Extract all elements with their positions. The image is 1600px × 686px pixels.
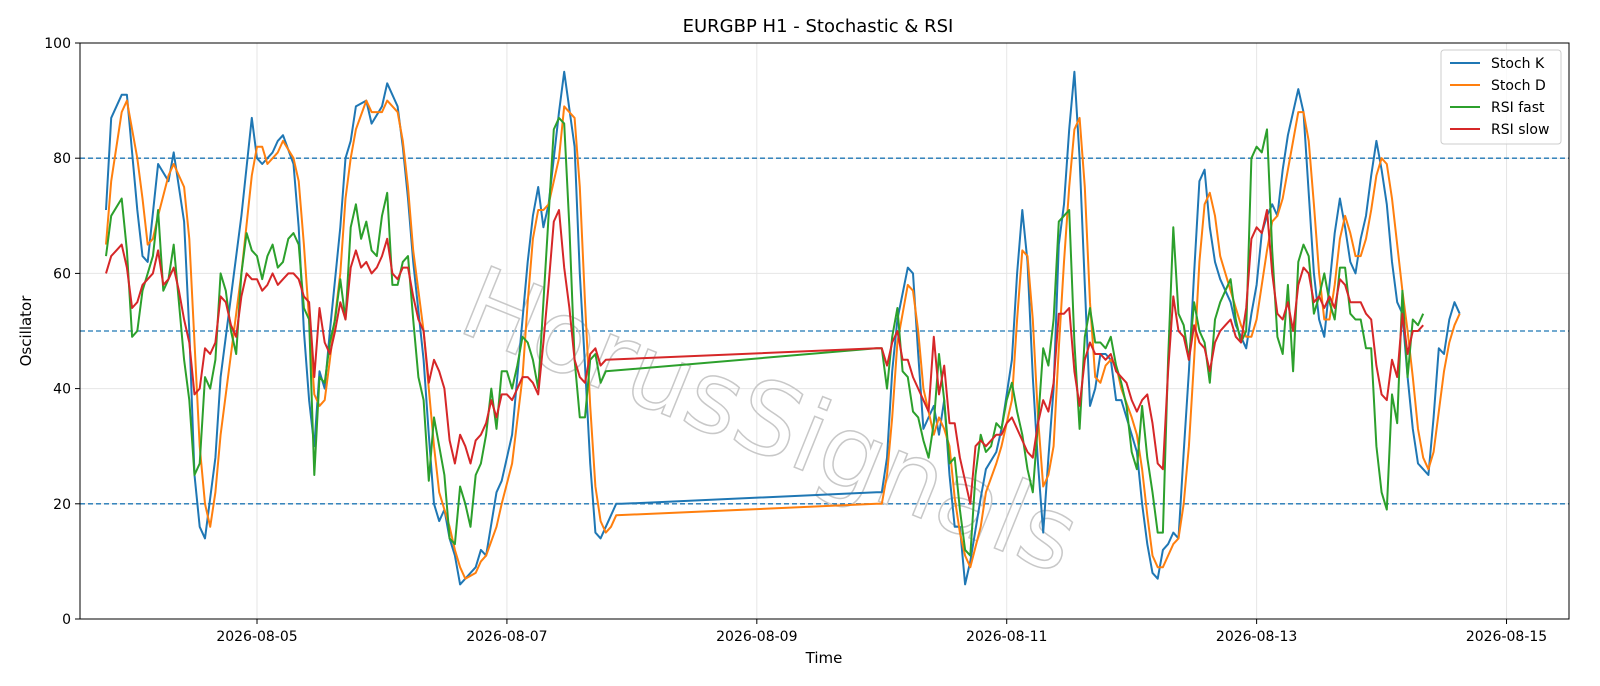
- series-line-stoch-d: [105, 99, 1461, 580]
- x-axis-ticks: 2026-08-05 2026-08-07 2026-08-09 2026-08-11…: [216, 619, 1547, 645]
- reference-lines: [80, 157, 1569, 505]
- series-line-rsi-fast: [105, 116, 1425, 557]
- plot-frame: [79, 42, 1570, 620]
- x-tick-label: 2026-08-07: [466, 629, 547, 645]
- x-tick-label: 2026-08-09: [716, 629, 797, 645]
- legend-label-stoch-d: Stoch D: [1491, 78, 1546, 94]
- y-tick-label: 100: [44, 36, 71, 52]
- x-tick-label: 2026-08-15: [1466, 629, 1547, 645]
- y-axis-label: Oscillator: [17, 295, 35, 367]
- series-line-rsi-slow: [105, 209, 1424, 505]
- series-lines: [105, 70, 1461, 586]
- legend-label-rsi-fast: RSI fast: [1491, 100, 1545, 116]
- legend-box: [1440, 49, 1562, 145]
- x-tick-label: 2026-08-05: [216, 629, 297, 645]
- legend: Stoch K Stoch D RSI fast RSI slow: [1440, 49, 1562, 145]
- y-tick-label: 20: [53, 497, 71, 513]
- y-tick-label: 80: [53, 151, 71, 167]
- y-tick-label: 40: [53, 382, 71, 398]
- y-axis-ticks: 0 20 40 60 80 100: [44, 36, 80, 628]
- y-tick-label: 60: [53, 266, 71, 282]
- x-axis-label: Time: [805, 649, 843, 667]
- chart-title: EURGBP H1 - Stochastic & RSI: [683, 16, 954, 37]
- legend-label-stoch-k: Stoch K: [1491, 56, 1545, 72]
- y-tick-label: 0: [62, 612, 71, 628]
- x-tick-label: 2026-08-11: [966, 629, 1047, 645]
- legend-label-rsi-slow: RSI slow: [1491, 122, 1549, 138]
- x-tick-label: 2026-08-13: [1216, 629, 1297, 645]
